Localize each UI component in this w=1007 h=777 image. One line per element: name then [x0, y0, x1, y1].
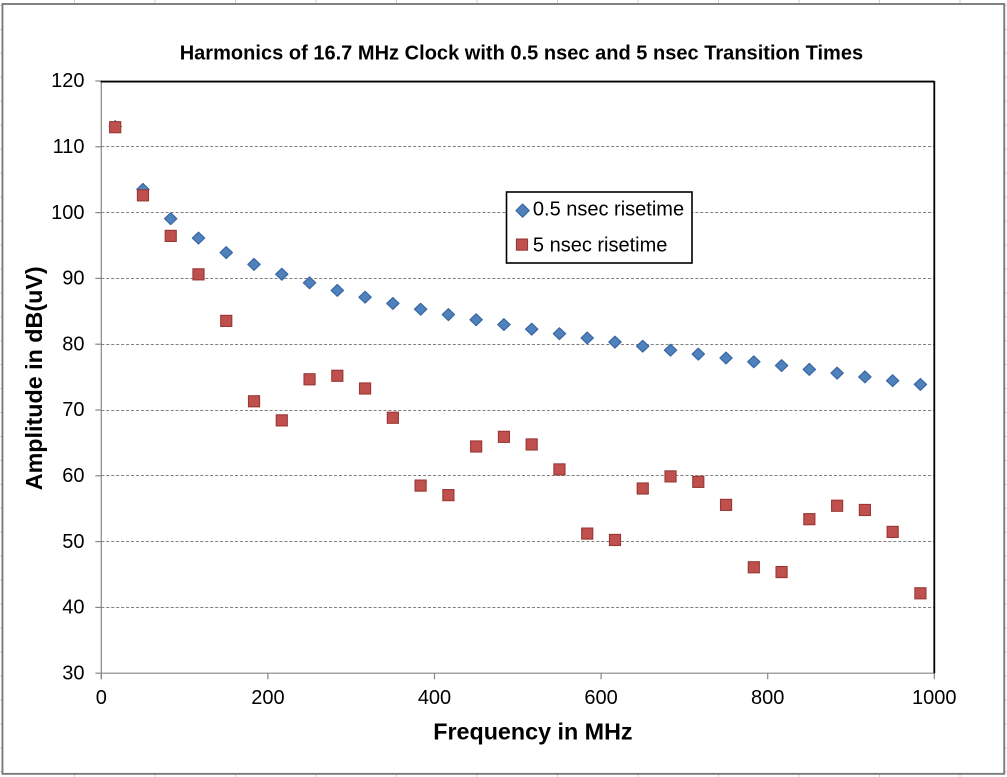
svg-text:70: 70	[62, 399, 84, 421]
svg-text:Frequency in MHz: Frequency in MHz	[433, 719, 632, 745]
svg-text:120: 120	[51, 70, 84, 92]
svg-text:30: 30	[62, 662, 84, 684]
svg-text:50: 50	[62, 531, 84, 553]
svg-text:400: 400	[418, 687, 451, 709]
svg-text:800: 800	[751, 687, 784, 709]
svg-text:5 nsec risetime: 5 nsec risetime	[533, 234, 668, 256]
svg-text:0.5 nsec risetime: 0.5 nsec risetime	[533, 199, 684, 221]
svg-text:100: 100	[51, 202, 84, 224]
svg-text:80: 80	[62, 333, 84, 355]
svg-text:90: 90	[62, 268, 84, 290]
svg-text:110: 110	[53, 136, 85, 158]
svg-text:200: 200	[251, 687, 284, 709]
svg-text:60: 60	[62, 465, 84, 487]
svg-text:Amplitude in dB(uV): Amplitude in dB(uV)	[21, 266, 47, 490]
svg-text:0: 0	[96, 687, 107, 709]
svg-text:Harmonics of 16.7 MHz Clock wi: Harmonics of 16.7 MHz Clock with 0.5 nse…	[180, 43, 863, 65]
svg-text:600: 600	[584, 687, 617, 709]
svg-text:40: 40	[62, 597, 84, 619]
svg-text:1000: 1000	[912, 687, 957, 709]
